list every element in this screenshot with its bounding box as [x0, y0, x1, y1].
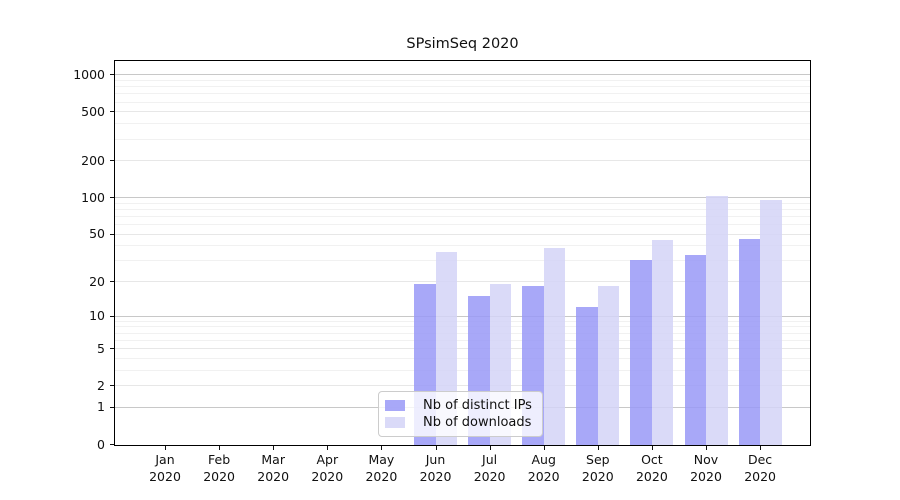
x-tick-label: Feb 2020 — [203, 452, 235, 484]
legend: Nb of distinct IPs Nb of downloads — [378, 391, 543, 437]
gridline-8 — [115, 326, 810, 328]
gridline-10 — [115, 315, 810, 317]
x-tick-label: Jun 2020 — [419, 452, 452, 484]
gridline-1000 — [115, 74, 810, 76]
bar-downloads-dec-2020 — [760, 199, 782, 445]
legend-item-distinct-ips: Nb of distinct IPs — [385, 398, 534, 413]
y-axis-tick — [110, 233, 114, 235]
y-tick-label: 500 — [81, 103, 105, 119]
gridline-60 — [115, 224, 810, 226]
plot-area — [114, 60, 811, 446]
y-tick-label: 5 — [97, 340, 105, 356]
x-axis-tick — [435, 446, 437, 450]
y-axis-tick — [110, 74, 114, 76]
bar-distinct-ips-dec-2020 — [738, 239, 761, 445]
y-tick-label: 50 — [89, 226, 105, 242]
y-axis-tick — [110, 444, 114, 445]
gridline-7 — [115, 332, 810, 334]
gridline-5 — [115, 348, 810, 350]
x-axis-tick — [381, 446, 383, 450]
y-axis-tick — [110, 160, 114, 162]
chart-title: SPsimSeq 2020 — [406, 36, 519, 52]
y-tick-label: 2 — [97, 377, 105, 393]
gridline-30 — [115, 260, 810, 262]
legend-swatch-distinct-ips-icon — [385, 400, 405, 411]
gridline-90 — [115, 202, 810, 204]
gridline-50 — [115, 233, 810, 235]
gridline-3 — [115, 369, 810, 371]
legend-swatch-downloads-icon — [385, 417, 405, 428]
bar-downloads-nov-2020 — [706, 195, 728, 445]
gridline-600 — [115, 101, 810, 103]
bar-distinct-ips-oct-2020 — [630, 260, 652, 445]
y-axis-tick — [110, 406, 114, 408]
x-tick-label: Jul 2020 — [473, 452, 506, 484]
x-axis-tick — [219, 446, 221, 450]
bar-downloads-oct-2020 — [651, 240, 674, 445]
y-axis-tick — [110, 385, 114, 387]
gridline-2 — [115, 385, 810, 387]
y-tick-label: 200 — [81, 152, 105, 168]
gridline-4 — [115, 357, 810, 359]
gridline-300 — [115, 138, 810, 140]
y-axis-tick — [110, 111, 114, 113]
x-axis-tick — [706, 446, 707, 450]
gridline-700 — [115, 93, 810, 95]
gridline-80 — [115, 208, 810, 210]
bar-downloads-aug-2020 — [543, 247, 566, 445]
x-tick-label: Oct 2020 — [635, 452, 668, 484]
legend-label-distinct-ips: Nb of distinct IPs — [423, 398, 532, 413]
x-tick-label: Aug 2020 — [527, 452, 560, 484]
y-axis-tick — [110, 348, 114, 350]
gridline-40 — [115, 245, 810, 247]
y-tick-label: 1000 — [73, 66, 105, 82]
x-axis-tick — [651, 446, 653, 450]
x-axis-tick — [597, 446, 599, 450]
gridline-900 — [115, 80, 810, 81]
legend-label-downloads: Nb of downloads — [423, 415, 532, 430]
gridline-9 — [115, 320, 810, 322]
gridline-500 — [115, 111, 810, 113]
gridline-100 — [115, 197, 810, 199]
gridline-400 — [115, 123, 810, 125]
x-axis-tick — [543, 446, 545, 450]
y-tick-label: 1 — [97, 399, 105, 415]
y-tick-label: 10 — [89, 308, 105, 324]
y-tick-label: 0 — [97, 436, 105, 452]
legend-item-downloads: Nb of downloads — [385, 415, 534, 430]
x-tick-label: Apr 2020 — [311, 452, 344, 484]
bar-distinct-ips-sep-2020 — [576, 306, 598, 445]
x-tick-label: Mar 2020 — [257, 452, 290, 484]
gridline-20 — [115, 281, 810, 283]
x-axis-tick — [273, 446, 275, 450]
y-tick-label: 100 — [81, 189, 105, 205]
x-tick-label: Jan 2020 — [149, 452, 181, 484]
y-axis-tick — [110, 281, 114, 283]
x-axis-tick — [327, 446, 329, 450]
bar-distinct-ips-nov-2020 — [684, 255, 706, 445]
y-tick-label: 20 — [89, 273, 105, 289]
gridline-800 — [115, 86, 810, 88]
gridline-70 — [115, 215, 810, 217]
gridline-6 — [115, 339, 810, 341]
x-axis-tick — [165, 446, 166, 450]
x-tick-label: Dec 2020 — [744, 452, 776, 484]
bar-downloads-sep-2020 — [597, 286, 620, 445]
x-axis-tick — [760, 446, 762, 450]
gridline-200 — [115, 160, 810, 162]
x-axis-tick — [489, 446, 491, 450]
x-tick-label: Sep 2020 — [581, 452, 614, 484]
y-axis-tick — [110, 315, 114, 317]
y-axis-tick — [110, 197, 114, 199]
x-tick-label: May 2020 — [365, 452, 398, 484]
x-tick-label: Nov 2020 — [690, 452, 722, 484]
